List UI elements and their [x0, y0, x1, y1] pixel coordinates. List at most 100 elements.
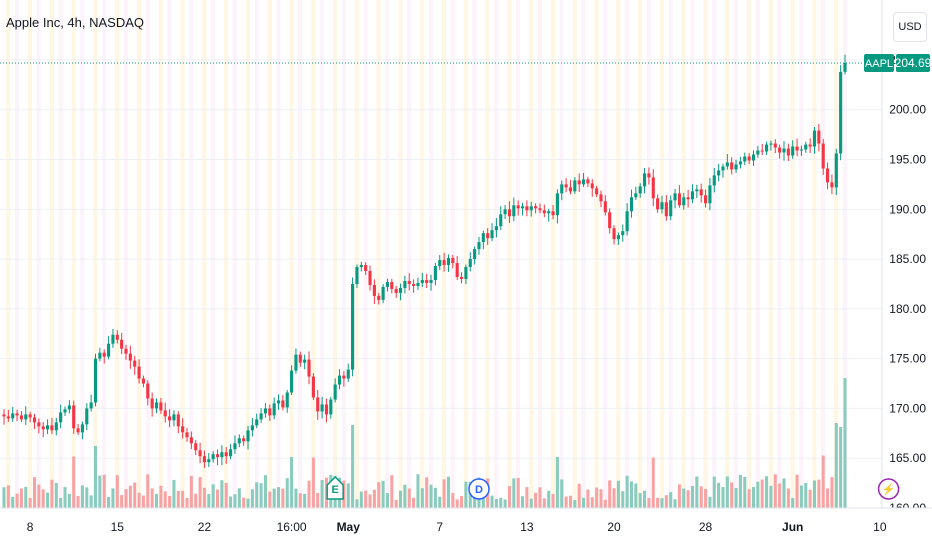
candle-body [843, 63, 847, 72]
volume-bar [786, 488, 790, 508]
candle-body [346, 369, 350, 379]
volume-bar [765, 476, 769, 508]
volume-bar [194, 493, 198, 508]
time-axis [0, 508, 932, 550]
candle-body [111, 334, 115, 344]
session-stripe [407, 0, 412, 508]
candle-body [89, 402, 93, 409]
session-stripe [49, 0, 54, 508]
candle-body [490, 230, 494, 239]
candle-body [499, 214, 503, 227]
volume-bar [660, 498, 664, 508]
volume-bar [595, 487, 599, 508]
candle-body [355, 267, 359, 284]
currency-button[interactable]: USD [893, 12, 927, 42]
session-stripe [363, 0, 368, 508]
volume-bar [115, 475, 119, 508]
lightning-icon [877, 478, 900, 500]
price-tag [896, 54, 930, 73]
session-stripe [834, 0, 839, 508]
volume-bar [669, 492, 673, 508]
volume-bar [621, 491, 625, 508]
candle-body [93, 358, 98, 403]
candle-body [638, 186, 642, 194]
candle-body [438, 260, 442, 267]
x-tick-label: May [337, 520, 361, 534]
session-stripe [80, 0, 85, 508]
candle-body [751, 154, 756, 161]
volume-bar [725, 476, 729, 508]
volume-bar [442, 479, 446, 508]
volume-bar [560, 479, 564, 508]
candle-body [420, 279, 424, 283]
candle-body [468, 259, 472, 268]
volume-bar [512, 478, 516, 508]
volume-bar [124, 489, 128, 508]
volume-bar [730, 482, 734, 508]
candle-body [586, 179, 590, 184]
session-stripe [332, 0, 338, 508]
volume-bar [769, 485, 773, 508]
session-stripe [298, 0, 303, 508]
candle-body [189, 437, 193, 444]
candle-body [50, 425, 54, 431]
volume-bar [695, 476, 699, 508]
session-stripe [71, 0, 76, 508]
volume-bar [773, 474, 777, 508]
volume-bar [372, 489, 376, 508]
candle-body [446, 258, 451, 266]
volume-bar [673, 499, 677, 508]
candle-body [525, 206, 529, 211]
volume-bar [738, 474, 742, 508]
session-stripe [354, 0, 359, 508]
x-tick-label: 7 [436, 520, 443, 534]
candle-body [85, 408, 89, 425]
candle-body [294, 354, 298, 371]
volume-bar [72, 456, 76, 508]
candle-body [390, 281, 394, 289]
session-stripe [289, 0, 294, 508]
candle-body [534, 206, 538, 209]
session-stripe [93, 0, 98, 508]
volume-bar [316, 492, 320, 508]
x-tick-label: 10 [873, 520, 887, 534]
candle-body [263, 408, 268, 414]
volume-bar [564, 496, 568, 508]
session-stripe [6, 0, 11, 508]
volume-bar [259, 483, 263, 508]
volume-bar [220, 480, 224, 508]
session-stripe [115, 0, 120, 508]
volume-bar [612, 488, 616, 508]
volume-bar [67, 493, 71, 508]
session-stripe [14, 0, 20, 508]
x-tick-label: 22 [198, 520, 212, 534]
volume-bar [503, 499, 507, 508]
session-stripe [398, 0, 403, 508]
volume-bar [364, 490, 368, 508]
candle-body [364, 265, 368, 272]
session-stripe [812, 0, 817, 508]
x-tick-label: 8 [27, 520, 34, 534]
candle-body [738, 161, 742, 165]
session-stripe [842, 0, 847, 508]
volume-bar [464, 481, 468, 508]
session-stripe [603, 0, 608, 508]
candle-body [150, 398, 154, 409]
candle-body [351, 283, 355, 370]
candle-body [311, 376, 315, 398]
volume-bar [791, 498, 795, 508]
volume-bar [294, 488, 298, 508]
candle-body [599, 194, 603, 202]
candle-body [756, 150, 760, 155]
volume-bar [651, 457, 655, 508]
volume-bar [799, 485, 803, 508]
session-stripe [725, 0, 730, 508]
volume-bar [394, 499, 398, 508]
volume-bar [76, 495, 80, 508]
volume-bar [525, 487, 529, 508]
candle-body [54, 422, 58, 431]
volume-bar [717, 482, 721, 508]
session-stripe [385, 0, 390, 508]
candle-body [337, 375, 342, 385]
